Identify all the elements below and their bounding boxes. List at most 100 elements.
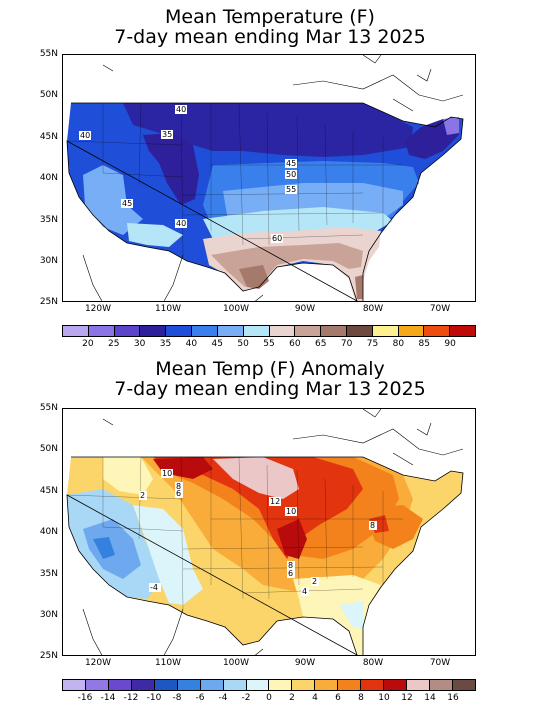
map2-colorbar-swatch — [269, 680, 293, 690]
map2-lat-label: 50N — [39, 444, 58, 454]
map1-contour-label: 35 — [162, 130, 172, 139]
map2-colorbar-swatch — [108, 680, 132, 690]
map2-colorbar-swatch — [154, 680, 178, 690]
map1-lon-label: 110W — [154, 304, 182, 314]
map1-title-line2: 7-day mean ending Mar 13 2025 — [114, 26, 426, 48]
map2-contour-label: 8 — [176, 482, 181, 491]
map1-colorbar-label: 75 — [366, 339, 379, 349]
map2-colorbar-swatch — [85, 680, 109, 690]
map2-colorbar-swatch — [452, 680, 475, 690]
map1-lat-label: 55N — [39, 49, 58, 59]
map1-title-line1: Mean Temperature (F) — [165, 6, 375, 28]
map2-lon-label: 90W — [294, 658, 316, 668]
map2-colorbar-label: -12 — [123, 693, 139, 703]
map2-lon-label: 70W — [429, 658, 451, 668]
map1-state-lines — [66, 102, 403, 256]
map2-lon-label: 110W — [154, 658, 182, 668]
map2-svg: 10 8 6 2 12 10 8 8 6 2 4 -4 — [66, 409, 464, 655]
map2-colorbar-swatch — [246, 680, 270, 690]
map2-colorbar-label: 0 — [266, 693, 272, 703]
map1-lat-label: 35N — [39, 215, 58, 225]
map1-colorbar-swatch — [114, 326, 141, 336]
map2-colorbar-label: -6 — [195, 693, 205, 703]
map2-colorbar — [62, 679, 476, 691]
map2-contour-label: 6 — [176, 489, 181, 498]
map1-colorbar-label: 65 — [315, 339, 327, 349]
map1-svg: 40 35 40 45 50 55 45 40 60 — [66, 55, 464, 301]
map1-contour-label: 55 — [286, 185, 296, 194]
map2-lon-label: 80W — [362, 658, 384, 668]
map1-colorbar-swatch — [321, 326, 347, 336]
map1-lat-label: 40N — [39, 173, 58, 183]
map1-lon-label: 100W — [222, 304, 250, 314]
map2-colorbar-label: 4 — [312, 693, 318, 703]
map2-colorbar-swatch — [223, 680, 247, 690]
map2-colorbar-label: -8 — [172, 693, 182, 703]
map2-title-line1: Mean Temp (F) Anomaly — [155, 358, 385, 380]
map2-contour-labels: 10 8 6 2 12 10 8 8 6 2 4 -4 — [139, 469, 377, 596]
map1-contour-label: 40 — [176, 219, 186, 228]
map2-colorbar-label: 8 — [358, 693, 364, 703]
map1-colorbar-label: 30 — [133, 339, 146, 349]
map1-colorbar-swatch — [398, 326, 425, 336]
map2-colorbar-label: -2 — [241, 693, 251, 703]
map2-colorbar-label: 6 — [335, 693, 341, 703]
map1-lon-label: 120W — [84, 304, 112, 314]
map1-contour-label: 40 — [176, 105, 186, 114]
map1-lat-label: 50N — [39, 90, 58, 100]
map1-colorbar-label: 20 — [82, 339, 94, 349]
map1-contour-label: 45 — [286, 159, 296, 168]
map2-contour-label: 4 — [302, 587, 307, 596]
map2-colorbar-label: -4 — [218, 693, 228, 703]
map1-colorbar-label: 90 — [444, 339, 456, 349]
map2-colorbar-label: 16 — [447, 693, 459, 703]
map1-contour-label: 45 — [122, 199, 132, 208]
map2-lat-label: 30N — [39, 610, 58, 620]
map2-colorbar-label: -10 — [146, 693, 162, 703]
map2-colorbar-swatch — [430, 680, 453, 690]
map1-lon-label: 90W — [294, 304, 316, 314]
map2-colorbar-swatch — [315, 680, 339, 690]
map2-lat-label: 45N — [39, 486, 58, 496]
map1-colorbar-label: 60 — [289, 339, 301, 349]
map2-lat-label: 35N — [39, 569, 58, 579]
map1-colorbar-label: 35 — [159, 339, 172, 349]
map1-lon-label: 70W — [429, 304, 451, 314]
map1-colorbar-swatch — [243, 326, 270, 336]
map1-contour-label: 40 — [80, 131, 90, 140]
map1-colorbar-label: 70 — [340, 339, 353, 349]
map2-contour-label: 8 — [370, 521, 375, 530]
map2-colorbar-label: -16 — [77, 693, 93, 703]
map2-colorbar-label: -14 — [100, 693, 116, 703]
map2-contour-label: -4 — [150, 583, 158, 592]
map2-lon-label: 100W — [222, 658, 250, 668]
map1-colorbar-label: 85 — [418, 339, 430, 349]
map1-colorbar-label: 50 — [237, 339, 249, 349]
map1-plot-area: 40 35 40 45 50 55 45 40 60 — [62, 54, 476, 302]
map1-colorbar-label: 40 — [185, 339, 198, 349]
map1-colorbar-label: 25 — [108, 339, 120, 349]
map2-colorbar-labels: -16 -14 -12 -10 -8 -6 -4 -2 0 2 4 6 8 10 12 14 16 — [62, 693, 476, 705]
map2-plot-area: 10 8 6 2 12 10 8 8 6 2 4 -4 — [62, 408, 476, 656]
map2-colorbar-swatch — [200, 680, 224, 690]
map1-colorbar — [62, 325, 476, 337]
map2-lat-label: 25N — [39, 651, 58, 661]
map1-colorbar-swatch — [192, 326, 218, 336]
map2-colorbar-swatch — [407, 680, 430, 690]
map1-lat-label: 45N — [39, 132, 58, 142]
map2-state-lines — [66, 456, 403, 610]
map1-lat-label: 30N — [39, 256, 58, 266]
map1-contour-label: 60 — [272, 234, 282, 243]
map2-contour-label: 2 — [312, 577, 317, 586]
map2-lon-label: 120W — [84, 658, 112, 668]
map1-colorbar-swatch — [346, 326, 373, 336]
map1-colorbar-label: 80 — [392, 339, 405, 349]
map2-colorbar-swatch — [131, 680, 155, 690]
map1-contour-labels: 40 35 40 45 50 55 45 40 60 — [79, 105, 297, 243]
map2-contour-label: 2 — [140, 491, 145, 500]
map1-colorbar-swatch — [424, 326, 451, 336]
map1-colorbar-swatch — [166, 326, 193, 336]
map1-colorbar-swatch — [295, 326, 322, 336]
map2-contour-label: 12 — [270, 497, 280, 506]
map2-lat-label: 55N — [39, 403, 58, 413]
